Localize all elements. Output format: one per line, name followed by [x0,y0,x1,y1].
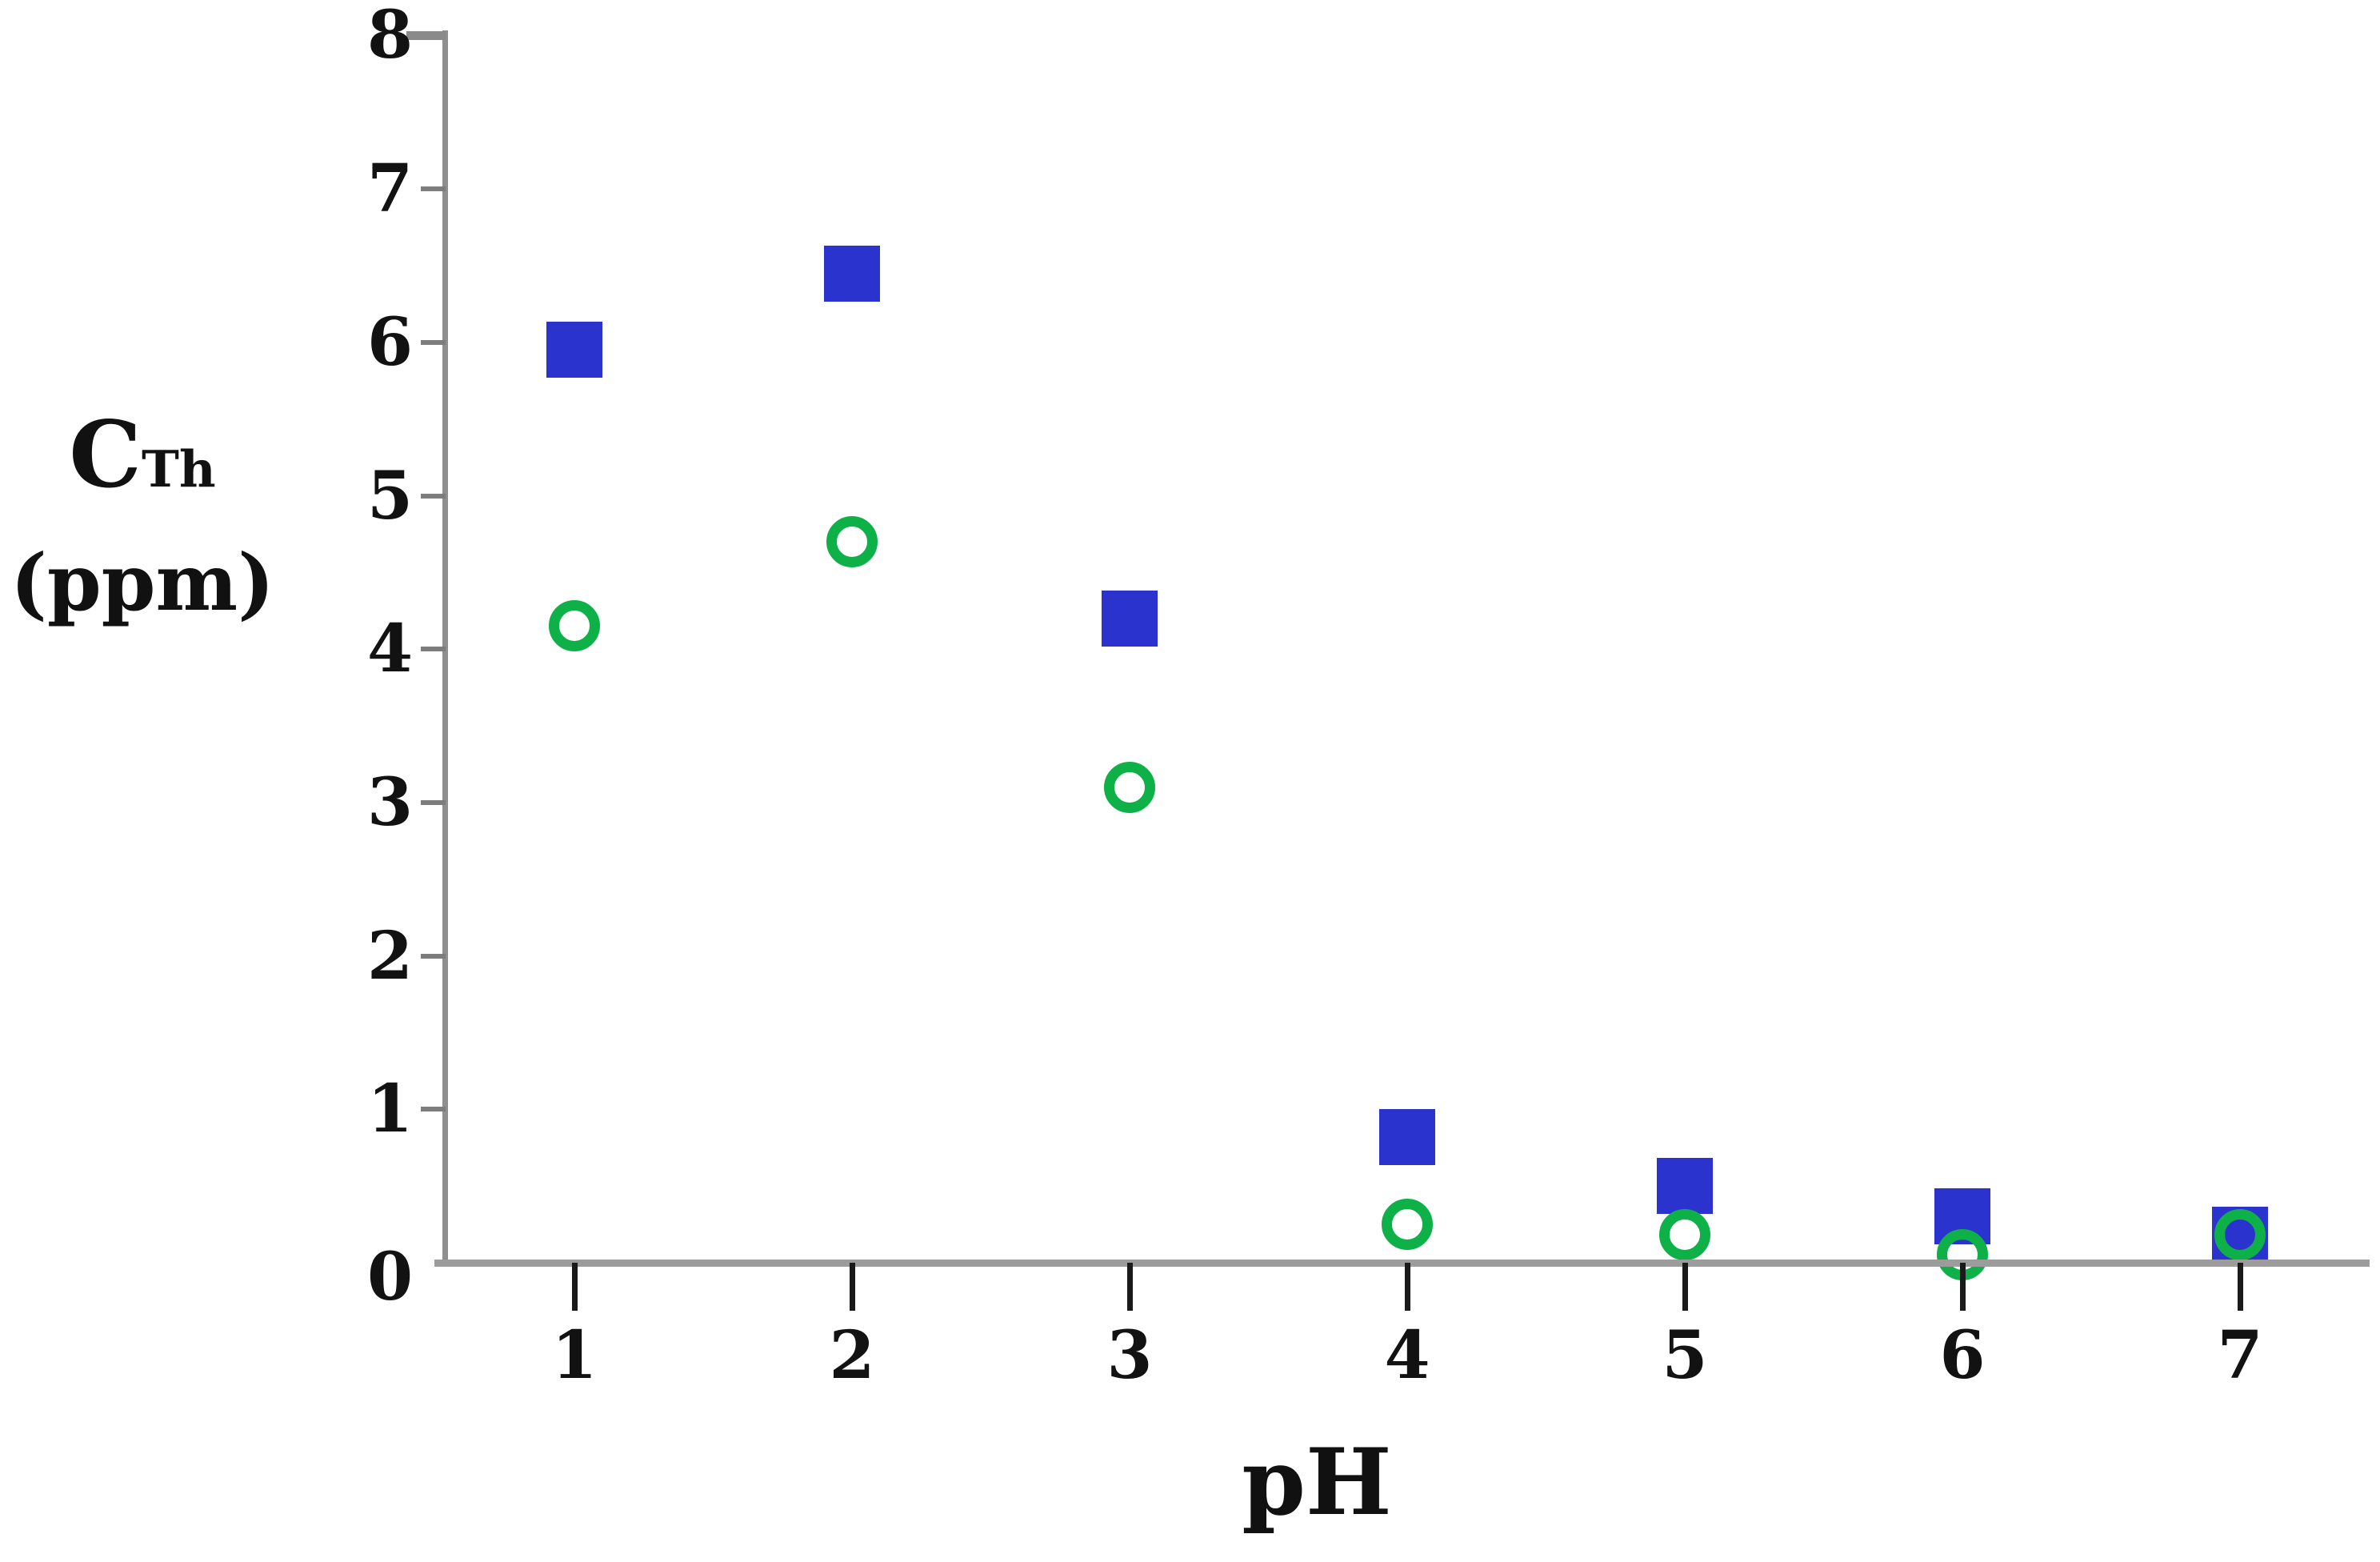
x-axis-tick-4 [1405,1263,1410,1311]
y-axis-title-subscript: Th [142,439,216,499]
y-axis-tick-label-5: 5 [366,457,413,535]
y-axis-tick-6 [421,339,446,345]
y-axis-tick-label-6: 6 [366,303,413,381]
green-open-circle-series-ph3 [1104,761,1155,813]
y-axis-tick-1 [421,1107,446,1112]
y-axis-tick-2 [421,953,446,959]
blue-filled-square-series-ph1 [546,322,602,378]
x-axis-tick-2 [850,1263,855,1311]
y-axis-tick-label-1: 1 [366,1071,413,1148]
y-axis-tick-label-7: 7 [366,150,413,228]
y-axis-tick-label-4: 4 [366,611,413,688]
x-axis-title: pH [1242,1428,1392,1536]
x-axis-line [434,1260,2370,1267]
y-axis-tick-label-3: 3 [366,763,413,841]
y-axis-title-main-text: C [69,401,142,508]
blue-filled-square-series-ph3 [1102,590,1158,647]
x-axis-tick-3 [1127,1263,1133,1311]
x-axis-tick-label-6: 6 [1939,1317,1986,1394]
green-open-circle-series-ph2 [826,516,878,567]
blue-filled-square-series-ph5 [1657,1158,1713,1215]
y-axis-tick-label-2: 2 [366,917,413,995]
y-axis-tick-label-8: 8 [366,0,413,74]
y-axis-tick-3 [421,799,446,805]
x-axis-tick-5 [1682,1263,1688,1311]
y-axis-title-unit: (ppm) [10,537,275,628]
y-axis-tick-5 [421,493,446,499]
x-axis-tick-label-5: 5 [1662,1317,1708,1394]
y-axis-tick-4 [421,647,446,652]
y-axis-tick-7 [421,186,446,192]
x-axis-tick-label-1: 1 [551,1317,598,1394]
x-axis-tick-6 [1960,1263,1966,1311]
x-axis-tick-label-4: 4 [1384,1317,1430,1394]
y-axis-title-symbol: CTh [2,407,283,517]
x-axis-tick-1 [572,1263,578,1311]
y-axis-tick-8 [406,31,446,41]
blue-filled-square-series-ph4 [1379,1108,1435,1165]
x-axis-tick-7 [2238,1263,2243,1311]
x-axis-tick-label-2: 2 [829,1317,875,1394]
x-axis-tick-label-7: 7 [2217,1317,2263,1394]
green-open-circle-series-ph5 [1659,1209,1710,1261]
x-axis-tick-label-3: 3 [1106,1317,1153,1394]
green-open-circle-series-ph1 [549,600,600,652]
y-axis-title: CTh (ppm) [2,407,283,639]
green-open-circle-series-ph4 [1382,1199,1433,1251]
blue-filled-square-series-ph2 [824,245,880,302]
y-axis-tick-label-0: 0 [366,1239,413,1316]
